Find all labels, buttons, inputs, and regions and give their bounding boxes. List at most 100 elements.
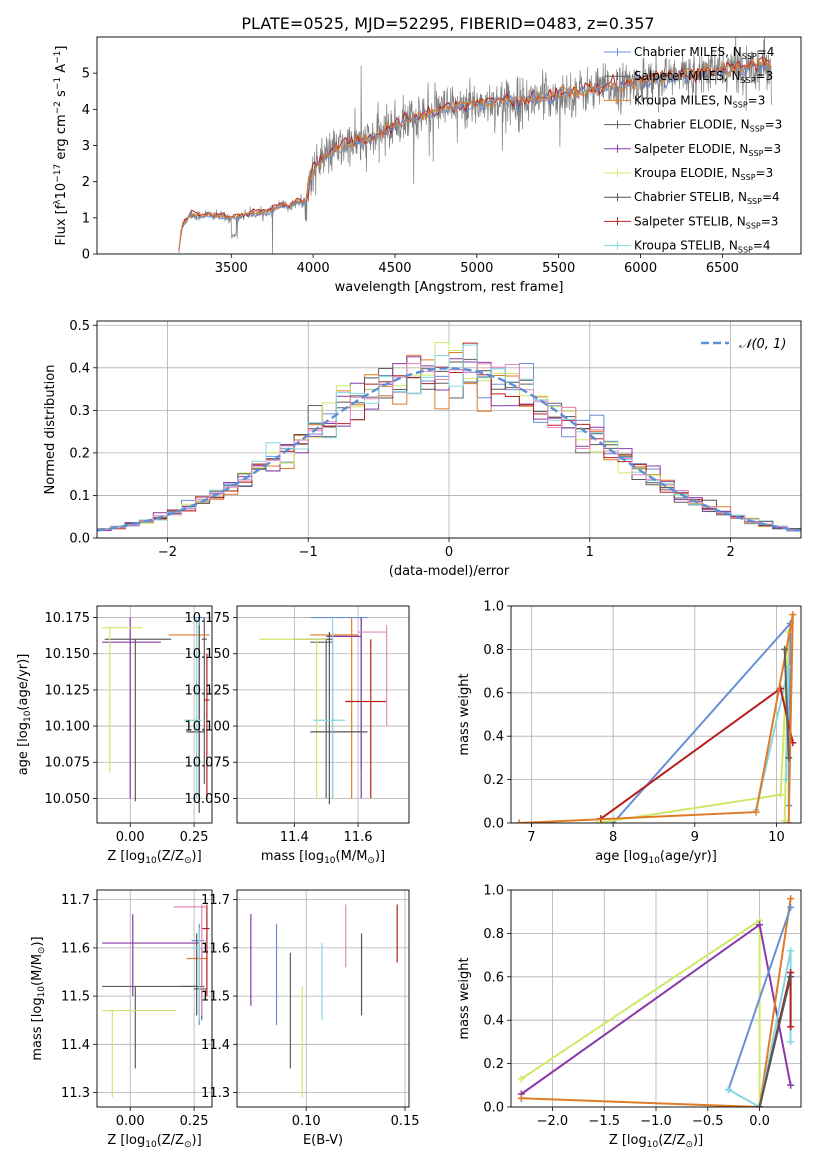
legend-sub: SSP bbox=[746, 221, 761, 230]
weight-marker bbox=[756, 921, 764, 929]
label-part: (Z/Z bbox=[157, 849, 184, 864]
legend-entry: Salpeter MILES, NSSP=3 bbox=[634, 69, 773, 85]
x-tick-label: 0.25 bbox=[180, 1114, 209, 1129]
y-tick-label: 11.3 bbox=[201, 1086, 230, 1101]
x-tick-label: 4000 bbox=[297, 261, 330, 276]
plot-area bbox=[102, 616, 210, 813]
y-tick-label: 0.1 bbox=[69, 489, 90, 504]
x-axis-label: Z [log10(Z/Z⊙)] bbox=[609, 1133, 703, 1150]
label-part: (Z/Z bbox=[658, 1133, 685, 1148]
legend-text: Kroupa MILES, N bbox=[634, 93, 733, 107]
x-tick-label: 10 bbox=[768, 830, 785, 845]
label-part: (age/yr)] bbox=[16, 654, 31, 711]
label-part: )] bbox=[30, 936, 45, 946]
x-tick-label: 8 bbox=[609, 830, 617, 845]
y-axis-label: Normed distribution bbox=[43, 365, 58, 495]
x-axis-label: Z [log10(Z/Z⊙)] bbox=[107, 849, 201, 866]
x-tick-label: −2 bbox=[158, 545, 177, 560]
weight-line bbox=[727, 907, 792, 1090]
weight-marker bbox=[517, 1094, 525, 1102]
label-part: age [log bbox=[595, 849, 648, 864]
x-tick-label: 0.25 bbox=[180, 830, 209, 845]
y-tick-label: 2 bbox=[82, 175, 90, 190]
y-tick-label: 10.050 bbox=[45, 792, 91, 807]
weight-marker bbox=[781, 645, 789, 653]
x-tick-label: 0.15 bbox=[391, 1114, 420, 1129]
label-part: ⊙ bbox=[367, 856, 375, 866]
legend-text: Salpeter STELIB, N bbox=[634, 214, 746, 228]
legend-text: Kroupa ELODIE, N bbox=[634, 166, 741, 180]
x-axis-label: (data-model)/error bbox=[389, 564, 510, 579]
y-tick-label: 11.6 bbox=[201, 941, 230, 956]
legend-text: Chabrier MILES, N bbox=[634, 45, 742, 59]
label-part: mass [log bbox=[30, 997, 45, 1060]
y-tick-label: 0.0 bbox=[483, 817, 504, 832]
y-tick-label: 0.8 bbox=[483, 643, 504, 658]
legend-tail: =3 bbox=[756, 166, 774, 180]
legend-tail: =3 bbox=[756, 69, 774, 83]
axes-frame bbox=[510, 889, 802, 1108]
legend-sub: SSP bbox=[742, 52, 757, 61]
weight-marker bbox=[777, 791, 785, 799]
label-part: −17 bbox=[53, 164, 63, 183]
y-tick-label: 10.150 bbox=[45, 647, 91, 662]
weight-line bbox=[783, 649, 790, 758]
weight-marker bbox=[787, 895, 795, 903]
panels: 3500 4000 4500 5000 5500 6000 6500 0 1 2 3 4 5 wavele… bbox=[16, 36, 802, 1150]
weight-marker bbox=[787, 973, 795, 981]
legend-entry: Salpeter STELIB, NSSP=3 bbox=[634, 214, 778, 230]
y-tick-label: 10.150 bbox=[185, 647, 231, 662]
x-tick-label: 4500 bbox=[378, 261, 411, 276]
axes-frame bbox=[96, 889, 213, 1108]
y-tick-label: 0.2 bbox=[69, 446, 90, 461]
x-tick-label: −0.5 bbox=[692, 1114, 724, 1129]
y-tick-label: 0.0 bbox=[69, 532, 90, 547]
label-part: 10 bbox=[37, 986, 47, 998]
weight-marker bbox=[787, 903, 795, 911]
y-tick-label: 10.100 bbox=[185, 720, 231, 735]
legend-tail: =4 bbox=[762, 190, 780, 204]
x-tick-label: 0.00 bbox=[116, 1114, 145, 1129]
y-tick-label: 1.0 bbox=[483, 600, 504, 615]
plot-area bbox=[517, 895, 795, 1107]
legend-entry: Chabrier ELODIE, NSSP=3 bbox=[634, 118, 782, 134]
weight-marker bbox=[787, 1023, 795, 1031]
weight-marker bbox=[785, 819, 793, 823]
legend-sub: SSP bbox=[733, 100, 748, 109]
label-part: erg cm bbox=[54, 114, 69, 163]
legend-sub: SSP bbox=[748, 149, 763, 158]
y-tick-label: 10.050 bbox=[185, 792, 231, 807]
weight-marker bbox=[787, 1081, 795, 1089]
x-tick-label: 0.0 bbox=[749, 1114, 770, 1129]
axes-frame bbox=[236, 605, 410, 824]
y-tick-label: 10.175 bbox=[45, 611, 91, 626]
figure-title: PLATE=0525, MJD=52295, FIBERID=0483, z=0… bbox=[241, 14, 654, 33]
label-part: 10 bbox=[145, 1140, 157, 1150]
x-tick-label: −1 bbox=[299, 545, 318, 560]
y-tick-label: 0.4 bbox=[69, 361, 90, 376]
x-tick-label: 7 bbox=[527, 830, 535, 845]
weight-line bbox=[521, 898, 792, 1107]
legend-text: Salpeter MILES, N bbox=[634, 69, 741, 83]
legend-text: Chabrier ELODIE, N bbox=[634, 118, 750, 132]
weight-line bbox=[600, 686, 794, 820]
legend-entry: 𝒩(0, 1) bbox=[739, 337, 786, 352]
label-part: )] bbox=[693, 1133, 703, 1148]
x-tick-label: 11.6 bbox=[344, 830, 373, 845]
panel-mass-vs-EBV: 0.10 0.15 11.3 11.4 11.5 11.6 11.7 E(B-V) bbox=[201, 889, 420, 1148]
legend-text: Kroupa STELIB, N bbox=[634, 239, 738, 253]
axes-frame bbox=[510, 605, 802, 824]
label-part: age [log bbox=[16, 722, 31, 775]
y-tick-label: 0 bbox=[82, 248, 90, 263]
legend-tail: =3 bbox=[748, 93, 766, 107]
label-part: ⊙ bbox=[184, 1140, 192, 1150]
weight-line bbox=[758, 976, 792, 1107]
y-tick-label: 0.5 bbox=[69, 319, 90, 334]
x-tick-label: −1.0 bbox=[640, 1114, 672, 1129]
weight-marker bbox=[789, 611, 797, 619]
y-tick-label: 10.125 bbox=[45, 683, 91, 698]
legend-sub: SSP bbox=[747, 197, 762, 206]
y-tick-label: 1.0 bbox=[483, 884, 504, 899]
normal-curve bbox=[97, 367, 801, 532]
